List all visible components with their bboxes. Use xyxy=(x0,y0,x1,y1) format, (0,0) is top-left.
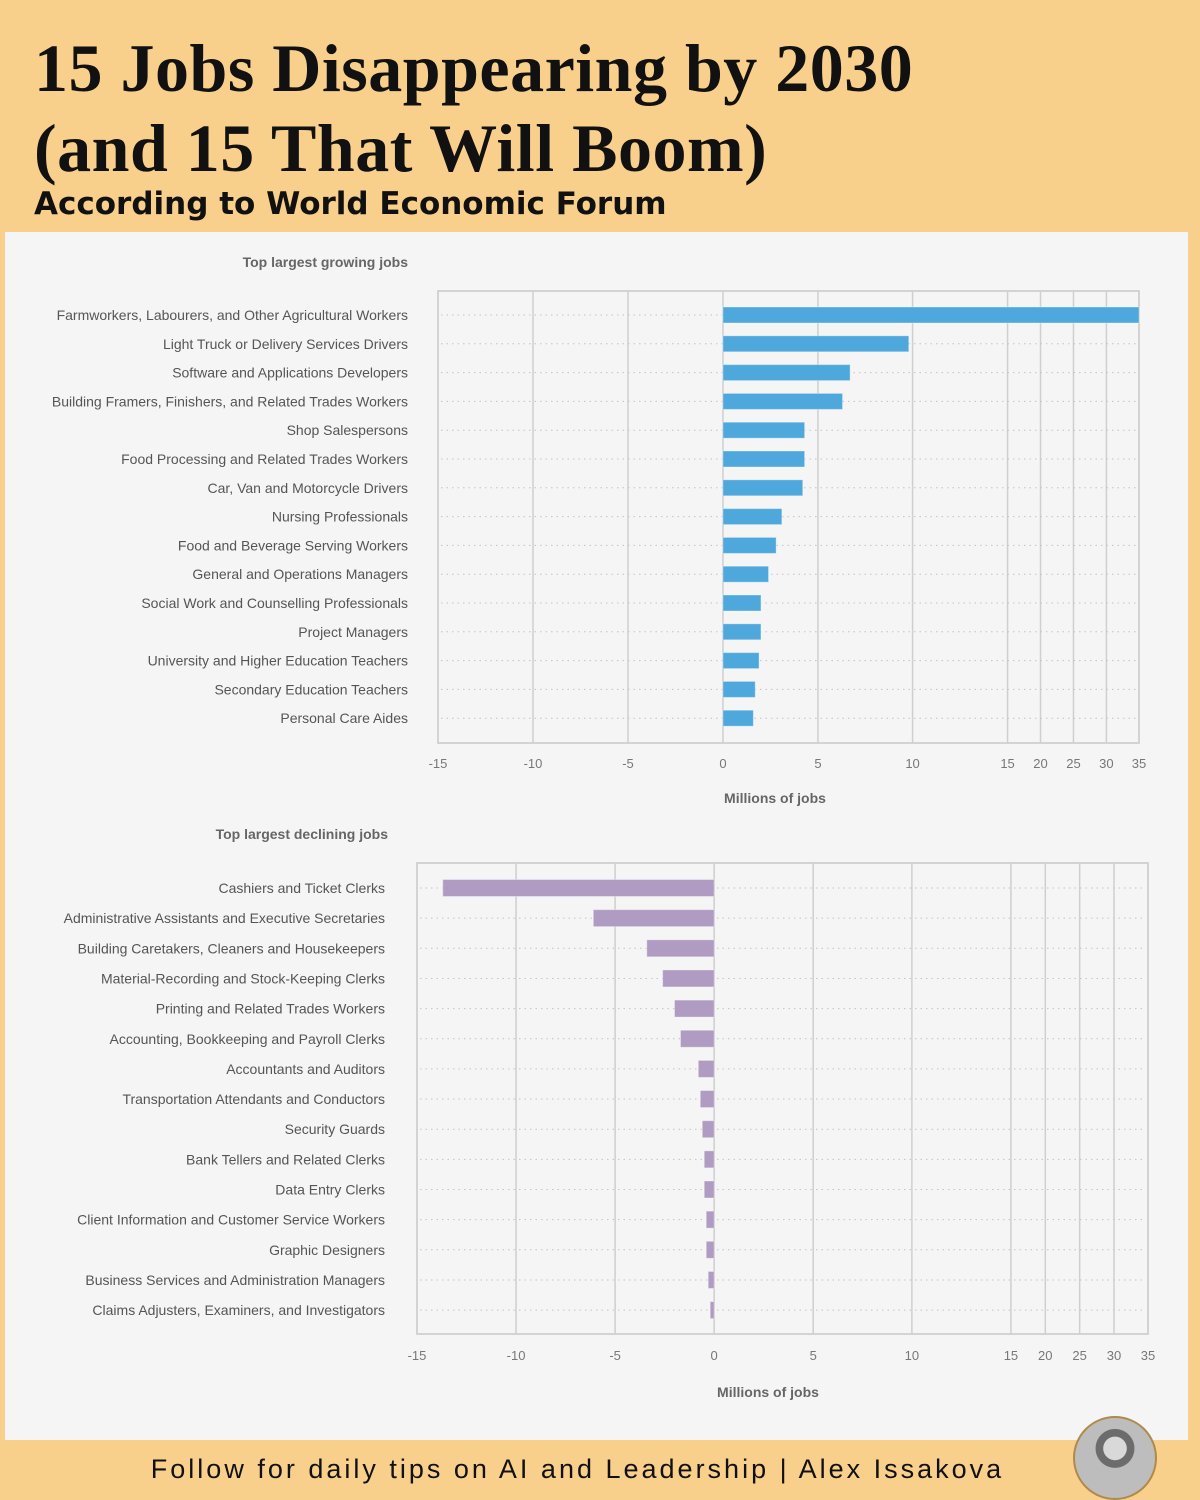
category-label: Social Work and Counselling Professional… xyxy=(141,595,408,611)
category-label: Building Framers, Finishers, and Related… xyxy=(52,393,408,409)
x-tick-label: 25 xyxy=(1072,1348,1086,1363)
bar xyxy=(722,623,762,641)
x-tick-label: 35 xyxy=(1132,756,1146,771)
x-axis-title: Millions of jobs xyxy=(717,1384,819,1400)
title-line-2: (and 15 That Will Boom) xyxy=(34,110,768,186)
category-label: Building Caretakers, Cleaners and Housek… xyxy=(78,940,385,956)
footer-banner: Follow for daily tips on AI and Leadersh… xyxy=(0,1440,1200,1500)
x-tick-label: -10 xyxy=(524,756,543,771)
chart-title: Top largest growing jobs xyxy=(243,254,409,270)
bar xyxy=(722,508,783,526)
bar xyxy=(592,909,715,928)
title-line-1: 15 Jobs Disappearing by 2030 xyxy=(34,30,914,106)
bar xyxy=(722,421,806,439)
bar xyxy=(709,1301,715,1320)
category-label: Administrative Assistants and Executive … xyxy=(64,910,385,926)
category-label: Secondary Education Teachers xyxy=(214,681,408,697)
bar xyxy=(674,999,715,1018)
bar xyxy=(699,1090,715,1109)
bar xyxy=(722,450,806,468)
page-title: 15 Jobs Disappearing by 2030 (and 15 That… xyxy=(34,28,913,188)
bar xyxy=(442,879,715,897)
footer-text: Follow for daily tips on AI and Leadersh… xyxy=(150,1454,1005,1484)
x-tick-label: 15 xyxy=(1000,756,1014,771)
x-tick-label: 10 xyxy=(905,1348,919,1363)
category-label: Nursing Professionals xyxy=(272,509,408,525)
bar xyxy=(701,1120,715,1139)
x-tick-label: 20 xyxy=(1038,1348,1052,1363)
bar xyxy=(722,392,844,410)
category-label: Software and Applications Developers xyxy=(172,365,408,381)
bar xyxy=(722,709,754,727)
bar xyxy=(662,969,715,988)
category-label: Food Processing and Related Trades Worke… xyxy=(121,451,408,467)
x-tick-label: 0 xyxy=(719,756,726,771)
plot-frame xyxy=(416,862,1149,1335)
category-label: Security Guards xyxy=(285,1121,385,1137)
category-label: Personal Care Aides xyxy=(280,710,408,726)
chart-title: Top largest declining jobs xyxy=(216,826,389,842)
x-tick-label: 10 xyxy=(905,756,919,771)
bar xyxy=(679,1029,715,1048)
category-label: Data Entry Clerks xyxy=(275,1182,385,1198)
x-tick-label: 5 xyxy=(814,756,821,771)
category-label: Graphic Designers xyxy=(269,1242,385,1258)
header-banner: 15 Jobs Disappearing by 2030 (and 15 That… xyxy=(0,0,1200,236)
bar xyxy=(722,306,1140,324)
bar xyxy=(722,594,762,612)
x-tick-label: 30 xyxy=(1099,756,1113,771)
x-tick-label: 0 xyxy=(711,1348,718,1363)
bar xyxy=(705,1210,715,1229)
category-label: Transportation Attendants and Conductors xyxy=(122,1091,385,1107)
category-label: General and Operations Managers xyxy=(192,566,408,582)
bar xyxy=(722,680,756,698)
x-tick-label: -15 xyxy=(429,756,448,771)
bar xyxy=(705,1240,715,1259)
bar xyxy=(703,1180,715,1199)
x-tick-label: 20 xyxy=(1033,756,1047,771)
x-tick-label: -15 xyxy=(408,1348,427,1363)
author-avatar xyxy=(1073,1416,1157,1500)
chart-panel xyxy=(5,232,1188,1440)
category-label: Light Truck or Delivery Services Drivers xyxy=(163,336,408,352)
category-label: Shop Salespersons xyxy=(287,422,408,438)
x-axis-title: Millions of jobs xyxy=(724,790,826,806)
bar xyxy=(722,335,910,353)
category-label: University and Higher Education Teachers xyxy=(148,653,408,669)
x-tick-label: -5 xyxy=(622,756,634,771)
category-label: Farmworkers, Labourers, and Other Agricu… xyxy=(57,307,408,323)
bar xyxy=(697,1059,715,1078)
x-tick-label: 25 xyxy=(1066,756,1080,771)
bar xyxy=(722,479,804,497)
x-tick-label: 15 xyxy=(1004,1348,1018,1363)
bar xyxy=(722,536,777,554)
category-label: Client Information and Customer Service … xyxy=(77,1212,385,1228)
category-label: Cashiers and Ticket Clerks xyxy=(218,880,385,896)
bar xyxy=(646,939,715,958)
category-label: Business Services and Administration Man… xyxy=(85,1272,385,1288)
x-tick-label: 35 xyxy=(1141,1348,1155,1363)
category-label: Accountants and Auditors xyxy=(226,1061,385,1077)
category-label: Material-Recording and Stock-Keeping Cle… xyxy=(101,970,385,986)
bar xyxy=(707,1270,715,1289)
page-subtitle: According to World Economic Forum xyxy=(34,186,667,222)
bar xyxy=(703,1150,715,1169)
x-tick-label: -10 xyxy=(507,1348,526,1363)
category-label: Project Managers xyxy=(298,624,408,640)
category-label: Accounting, Bookkeeping and Payroll Cler… xyxy=(110,1031,386,1047)
x-tick-label: -5 xyxy=(609,1348,621,1363)
bar xyxy=(722,565,770,583)
x-tick-label: 5 xyxy=(810,1348,817,1363)
bar xyxy=(722,364,851,382)
x-tick-label: 30 xyxy=(1107,1348,1121,1363)
category-label: Printing and Related Trades Workers xyxy=(156,1001,385,1017)
category-label: Claims Adjusters, Examiners, and Investi… xyxy=(92,1302,385,1318)
category-label: Food and Beverage Serving Workers xyxy=(178,537,408,553)
category-label: Car, Van and Motorcycle Drivers xyxy=(208,480,408,496)
category-label: Bank Tellers and Related Clerks xyxy=(186,1151,385,1167)
bar xyxy=(722,652,760,670)
